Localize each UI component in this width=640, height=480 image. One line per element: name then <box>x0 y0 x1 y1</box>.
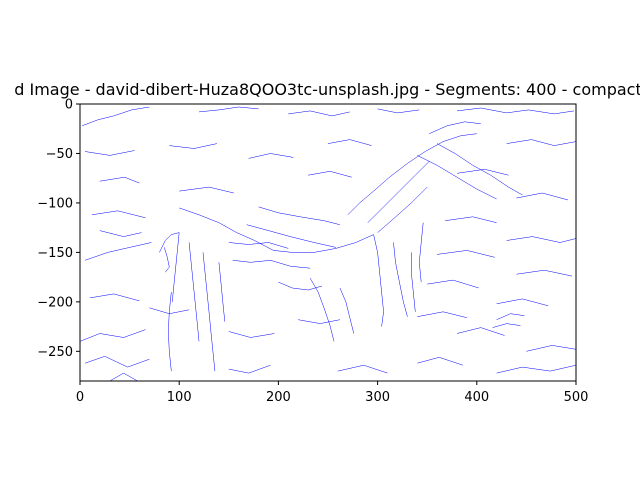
segment-line-20 <box>427 279 479 289</box>
segment-line-43 <box>373 234 384 327</box>
segment-line-32 <box>179 207 293 253</box>
y-tick-label: −50 <box>46 147 73 162</box>
segment-line-54 <box>228 242 289 249</box>
segment-line-49 <box>202 252 216 372</box>
segment-line-33 <box>258 206 340 225</box>
segment-line-44 <box>393 242 408 317</box>
segment-line-60 <box>492 323 521 328</box>
segment-line-37 <box>367 161 430 223</box>
segment-line-53 <box>164 247 170 273</box>
segment-line-61 <box>149 307 190 314</box>
y-tick-label: 0 <box>65 98 73 113</box>
segment-line-58 <box>339 287 355 334</box>
segment-line-18 <box>516 269 573 277</box>
segment-line-40 <box>436 143 523 196</box>
segment-line-5 <box>84 150 135 156</box>
x-tick-label: 200 <box>266 390 291 405</box>
segment-line-22 <box>417 311 467 318</box>
x-axis: 0 100 200 300 400 500 <box>76 381 589 405</box>
segment-line-57 <box>309 277 335 342</box>
segment-lines <box>79 106 577 382</box>
x-tick-label: 100 <box>167 390 192 405</box>
segment-line-10 <box>179 186 234 194</box>
segment-line-50 <box>168 291 172 372</box>
segment-line-29 <box>109 372 138 382</box>
segment-line-23 <box>79 329 146 342</box>
segment-line-48 <box>188 242 200 342</box>
segment-line-45 <box>411 252 416 312</box>
segment-line-51 <box>218 262 226 322</box>
segment-line-1 <box>198 106 259 113</box>
segment-line-25 <box>526 345 577 352</box>
segment-line-65 <box>327 139 372 146</box>
x-tick-label: 400 <box>464 390 489 405</box>
segment-line-36 <box>347 163 408 215</box>
segment-line-16 <box>84 242 152 261</box>
segment-line-31 <box>337 364 388 374</box>
segment-line-8 <box>506 139 577 146</box>
segment-line-4 <box>456 107 575 115</box>
segment-line-47 <box>172 232 180 302</box>
segment-line-19 <box>89 293 140 302</box>
segment-line-26 <box>84 356 150 368</box>
segment-line-46 <box>419 222 424 283</box>
segment-line-55 <box>232 260 311 269</box>
segment-line-9 <box>99 176 140 184</box>
x-tick-label: 500 <box>564 390 589 405</box>
y-tick-label: −250 <box>37 345 73 360</box>
segment-line-42 <box>429 121 481 134</box>
plot-area <box>79 104 577 382</box>
segment-line-34 <box>246 224 336 248</box>
segment-line-62 <box>228 331 275 338</box>
segment-line-21 <box>496 298 549 307</box>
segment-line-3 <box>377 108 420 114</box>
segment-line-41 <box>417 155 497 200</box>
axes-frame <box>79 103 577 382</box>
segment-line-2 <box>288 110 350 117</box>
segment-line-30 <box>228 364 271 374</box>
segment-line-13 <box>91 210 146 219</box>
segment-line-64 <box>99 230 142 237</box>
plot-background <box>80 104 576 381</box>
chart-title: d Image - david-dibert-Huza8QOO3tc-unspl… <box>14 80 640 99</box>
segment-line-35 <box>292 234 374 253</box>
segment-line-39 <box>407 133 477 164</box>
segment-line-12 <box>516 192 569 201</box>
segment-line-59 <box>496 313 525 320</box>
segment-line-63 <box>298 319 340 324</box>
segment-line-7 <box>248 153 294 159</box>
segment-line-15 <box>506 236 577 243</box>
y-axis: 0 −50 −100 −150 −200 −250 <box>37 98 80 360</box>
segment-line-27 <box>417 357 463 366</box>
y-tick-label: −150 <box>37 246 73 261</box>
segment-line-6 <box>169 143 217 149</box>
segment-line-0 <box>81 106 150 127</box>
y-tick-label: −200 <box>37 295 73 310</box>
segment-line-28 <box>496 364 577 374</box>
y-tick-label: −100 <box>37 196 73 211</box>
segment-line-14 <box>445 216 497 223</box>
segment-line-11 <box>456 169 509 176</box>
segment-line-24 <box>456 327 505 336</box>
segment-line-38 <box>377 186 428 233</box>
x-tick-label: 0 <box>76 390 84 405</box>
segment-line-56 <box>278 281 323 291</box>
x-tick-label: 300 <box>365 390 390 405</box>
segment-line-66 <box>308 171 352 178</box>
segment-line-52 <box>159 232 180 253</box>
segment-line-17 <box>437 250 495 258</box>
